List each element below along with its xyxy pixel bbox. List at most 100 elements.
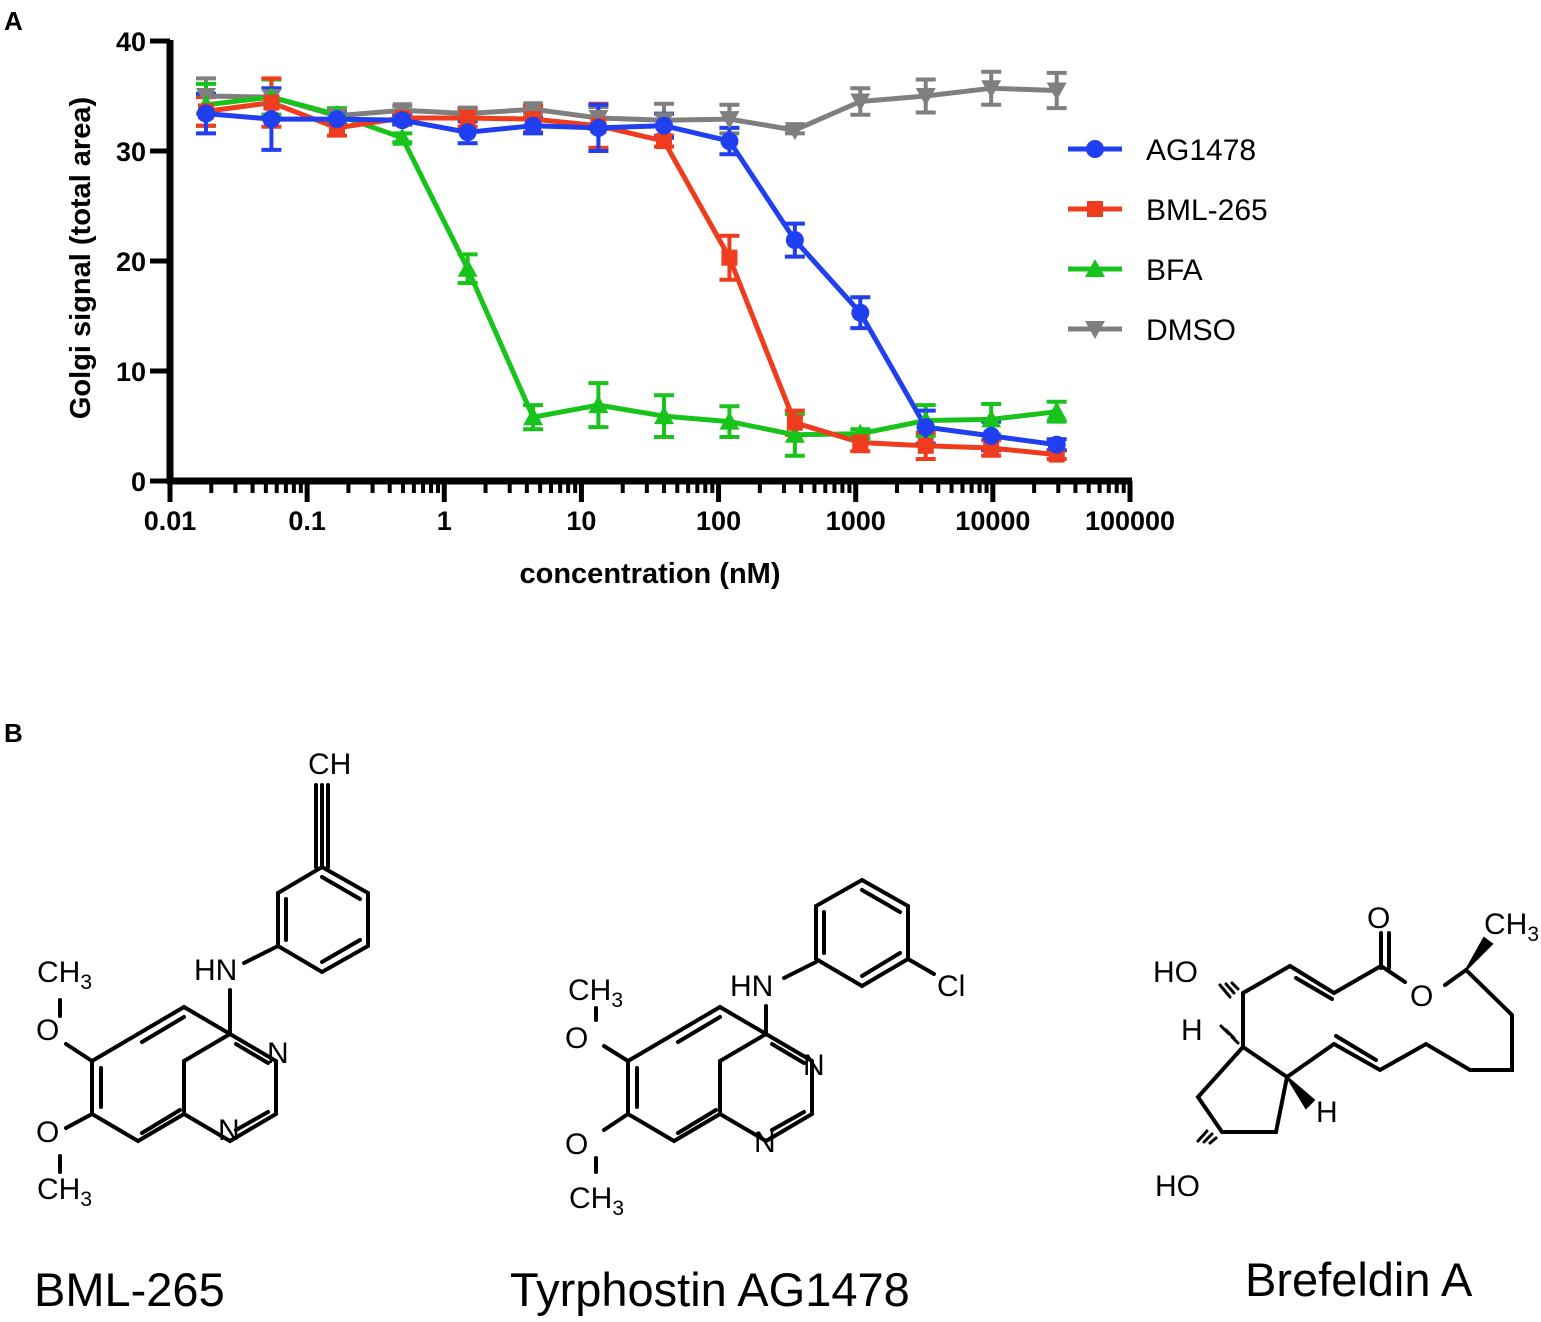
- atom-ring-o: O: [1410, 980, 1433, 1013]
- marker-square: [786, 414, 803, 431]
- structure-brefeldin-a: [1195, 931, 1514, 1145]
- amine-aryl-bond: [242, 944, 280, 965]
- panel-letter-a: A: [4, 6, 23, 36]
- marker-triangle-down: [784, 122, 805, 141]
- series-line-ag1478: [205, 111, 1058, 448]
- marker-circle: [1086, 140, 1104, 158]
- marker-triangle: [653, 406, 674, 425]
- marker-square: [459, 110, 476, 126]
- legend: AG1478 BML-265 BFA DMSO: [1068, 134, 1268, 347]
- marker-triangle-down: [981, 80, 1002, 99]
- marker-square: [263, 94, 280, 111]
- series-markers: [195, 80, 1067, 463]
- x-tick-label: 1000: [826, 506, 886, 536]
- y-tick-label: 10: [116, 357, 146, 387]
- x-tick-label: 0.01: [144, 506, 197, 536]
- marker-circle: [589, 118, 608, 137]
- atom-n1: N: [754, 1126, 776, 1159]
- atom-o-top: O: [36, 1014, 59, 1047]
- error-bars-ag1478: [195, 86, 1067, 453]
- compound-name-ag1478: Tyrphostin AG1478: [510, 1263, 910, 1316]
- x-tick-label: 0.1: [288, 506, 326, 536]
- error-bars: [195, 69, 1067, 461]
- atom-cl: Cl: [937, 970, 965, 1003]
- marker-triangle: [588, 395, 609, 414]
- marker-triangle: [523, 407, 544, 426]
- marker-triangle-down: [719, 111, 740, 130]
- atom-ch3-top: CH3: [37, 956, 92, 994]
- atom-ch3-bottom: CH3: [569, 1182, 624, 1220]
- marker-square: [1087, 201, 1103, 217]
- compound-name-bml-265: BML-265: [34, 1263, 225, 1316]
- series-line-bml-265: [205, 100, 1057, 458]
- methoxy-bond-6: [602, 1044, 630, 1063]
- y-tick-label: 30: [116, 137, 146, 167]
- marker-circle: [196, 104, 215, 123]
- marker-circle: [720, 132, 739, 151]
- x-tick-label: 10: [566, 506, 596, 536]
- legend-label: BML-265: [1146, 194, 1268, 227]
- marker-triangle-down: [1085, 321, 1105, 339]
- y-axis-ticks: 0 10 20 30 40: [116, 27, 170, 497]
- x-axis-title: concentration (nM): [520, 558, 781, 590]
- series-line-bfa: [205, 94, 1057, 438]
- marker-circle: [851, 303, 870, 322]
- phenyl-ring: [814, 877, 910, 989]
- atom-ho-bottom: HO: [1155, 1170, 1200, 1203]
- x-tick-label: 100: [696, 506, 741, 536]
- series-lines: [205, 85, 1058, 458]
- legend-item-bml-265: BML-265: [1068, 194, 1268, 227]
- legend-item-dmso: DMSO: [1068, 314, 1236, 347]
- phenyl-ring: [276, 864, 370, 975]
- atom-ho-top: HO: [1153, 956, 1198, 989]
- marker-circle: [524, 116, 543, 135]
- atom-n3: N: [267, 1037, 289, 1070]
- x-tick-label: 100000: [1085, 506, 1175, 536]
- marker-triangle: [392, 127, 413, 146]
- atom-o-top: O: [565, 1022, 588, 1055]
- marker-square: [721, 249, 738, 266]
- structure-brefeldin-a-labels: O O CH3 HO H H HO Brefeldin A: [1153, 902, 1539, 1306]
- structure-ag1478-labels: HN N N Cl CH3 O O CH3 Tyrphostin AG1478: [510, 970, 965, 1316]
- marker-triangle: [981, 409, 1002, 428]
- marker-circle: [1047, 435, 1066, 454]
- atom-hn: HN: [194, 954, 237, 987]
- panel-letter-b: B: [4, 718, 23, 748]
- marker-circle: [982, 426, 1001, 445]
- atom-hn: HN: [730, 970, 773, 1003]
- marker-circle: [327, 110, 346, 129]
- atom-h-left: H: [1181, 1014, 1203, 1047]
- atom-carbonyl-o: O: [1367, 902, 1390, 935]
- marker-triangle-down: [915, 88, 936, 106]
- atom-ch3-bottom: CH3: [37, 1173, 92, 1211]
- atom-n3: N: [803, 1049, 825, 1082]
- marker-triangle-down: [1046, 82, 1067, 101]
- markers-ag1478: [196, 104, 1066, 454]
- legend-item-bfa: BFA: [1068, 254, 1203, 287]
- legend-label: AG1478: [1146, 134, 1256, 167]
- methoxy-bond-6: [64, 1042, 94, 1063]
- markers-bml-265: [197, 94, 1065, 463]
- structure-bml-265: [58, 783, 370, 1174]
- marker-triangle-down: [850, 93, 871, 112]
- x-tick-label: 10000: [955, 506, 1030, 536]
- atom-ch: CH: [308, 748, 351, 781]
- x-axis-ticks: 0.01 0.1 1 10 100 1000 10000 100000: [144, 481, 1175, 536]
- structure-ag1478: [594, 877, 936, 1174]
- marker-circle: [785, 231, 804, 250]
- marker-circle: [393, 111, 412, 130]
- atom-ch3: CH3: [1484, 908, 1539, 946]
- amine-aryl-bond: [782, 960, 818, 980]
- quinazoline-rings: [626, 1004, 814, 1144]
- atom-o-bottom: O: [36, 1116, 59, 1149]
- markers-bfa: [195, 87, 1067, 443]
- y-tick-label: 20: [116, 247, 146, 277]
- quinazoline-rings: [90, 1004, 278, 1144]
- marker-triangle: [719, 411, 740, 430]
- marker-circle: [262, 110, 281, 129]
- chloro-bond: [906, 957, 936, 976]
- atom-o-bottom: O: [565, 1128, 588, 1161]
- legend-label: BFA: [1146, 254, 1203, 287]
- compound-name-brefeldin-a: Brefeldin A: [1245, 1253, 1473, 1306]
- marker-square: [655, 133, 672, 150]
